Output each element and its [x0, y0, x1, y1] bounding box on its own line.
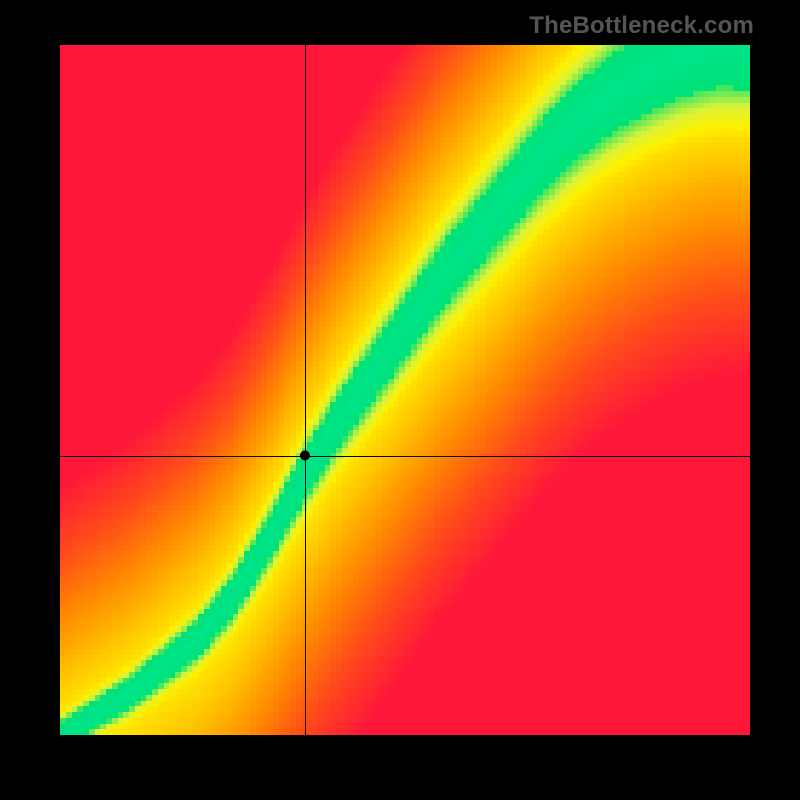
heatmap-canvas	[60, 45, 750, 735]
chart-frame: TheBottleneck.com	[0, 0, 800, 800]
watermark-text: TheBottleneck.com	[529, 12, 754, 40]
heatmap-plot-area	[60, 45, 750, 735]
